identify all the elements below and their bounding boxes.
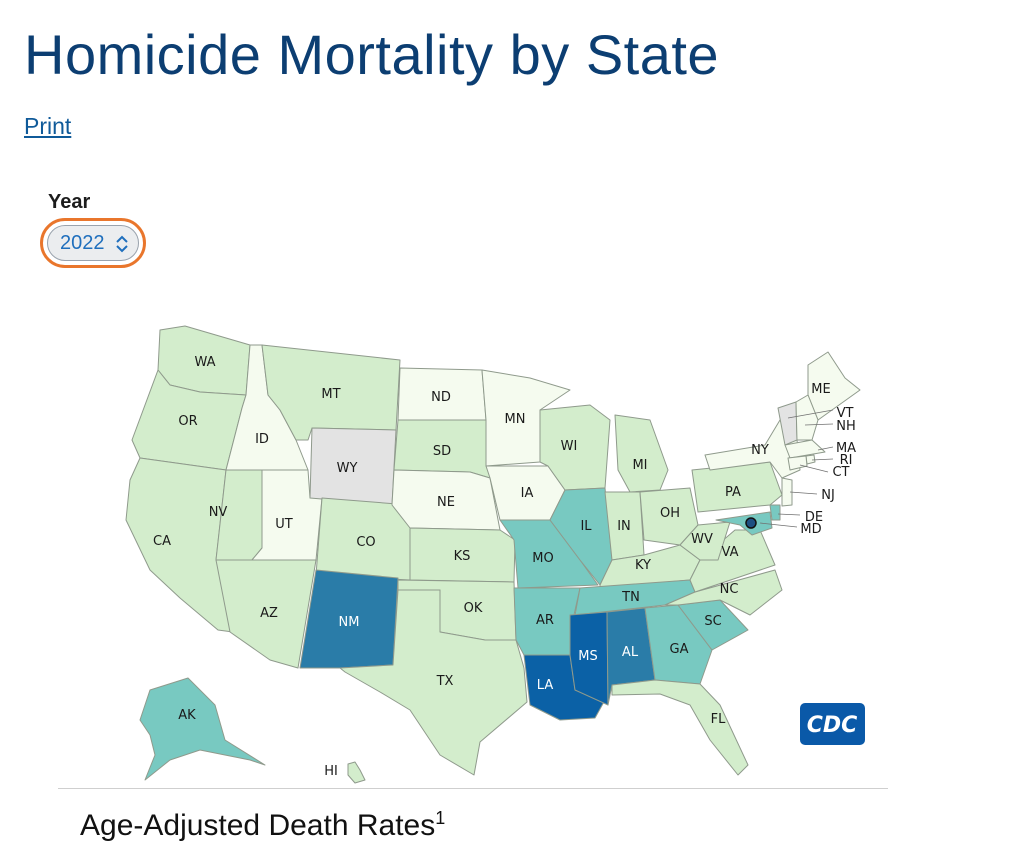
state-label-RI: RI (840, 453, 853, 468)
state-WV[interactable] (679, 521, 731, 561)
state-RI[interactable] (805, 454, 816, 465)
state-label-GA: GA (670, 642, 689, 657)
state-label-CT: CT (832, 465, 849, 480)
state-label-VT: VT (837, 406, 854, 421)
state-MA[interactable] (784, 439, 826, 459)
state-label-MS: MS (578, 649, 597, 664)
state-label-UT: UT (275, 517, 293, 532)
state-label-WA: WA (194, 355, 215, 370)
state-label-VA: VA (722, 545, 739, 560)
year-select-value: 2022 (60, 231, 105, 254)
state-label-NE: NE (437, 495, 455, 510)
state-label-PA: PA (725, 485, 741, 500)
state-label-KY: KY (635, 558, 651, 573)
state-AZ[interactable] (215, 559, 317, 669)
state-label-AK: AK (178, 708, 196, 723)
state-label-NM: NM (339, 615, 360, 630)
year-select-focus-ring (40, 218, 146, 268)
state-label-WI: WI (561, 439, 578, 454)
state-label-OH: OH (660, 506, 680, 521)
callout-leaders (759, 409, 834, 528)
state-label-NC: NC (720, 582, 739, 597)
state-label-OK: OK (464, 601, 483, 616)
state-label-SD: SD (433, 444, 451, 459)
state-label-FL: FL (711, 712, 726, 727)
state-label-MT: MT (321, 387, 340, 402)
state-label-TX: TX (436, 674, 454, 689)
page-title: Homicide Mortality by State (24, 23, 720, 86)
state-NC[interactable] (664, 569, 783, 616)
state-NJ[interactable] (781, 477, 793, 507)
state-label-AR: AR (536, 613, 554, 628)
state-label-CO: CO (356, 535, 375, 550)
state-label-TN: TN (621, 590, 640, 605)
state-label-MA: MA (836, 441, 856, 456)
state-HI[interactable] (347, 761, 366, 784)
divider (58, 788, 888, 789)
year-label: Year (48, 191, 91, 213)
dc-marker (745, 517, 757, 529)
state-AK[interactable] (139, 677, 266, 781)
state-DE[interactable] (769, 504, 781, 521)
chevron-up-down-icon (116, 235, 128, 253)
state-label-MO: MO (532, 551, 553, 566)
state-label-MD: MD (800, 522, 821, 537)
state-MI[interactable] (614, 414, 669, 493)
state-label-NH: NH (836, 419, 856, 434)
state-label-AL: AL (622, 645, 639, 660)
state-NH[interactable] (795, 394, 819, 441)
cdc-logo: CDC (800, 703, 865, 745)
state-label-NJ: NJ (821, 488, 835, 503)
year-select[interactable]: 2022 (47, 225, 139, 261)
state-MD[interactable] (715, 511, 773, 536)
state-label-AZ: AZ (260, 606, 278, 621)
state-label-KS: KS (454, 549, 471, 564)
state-label-NY: NY (751, 443, 769, 458)
footnote-marker[interactable]: 1 (435, 808, 446, 828)
state-label-ND: ND (431, 390, 451, 405)
section-heading: Age-Adjusted Death Rates1 (80, 808, 445, 843)
state-label-WV: WV (691, 532, 713, 547)
state-label-IL: IL (580, 519, 592, 534)
state-label-IA: IA (521, 486, 534, 501)
state-label-ME: ME (811, 382, 830, 397)
cdc-logo-text: CDC (807, 713, 858, 738)
state-label-WY: WY (337, 461, 358, 476)
state-MT[interactable] (261, 344, 401, 441)
state-label-ID: ID (255, 432, 269, 447)
print-link[interactable]: Print (24, 113, 72, 139)
state-NY[interactable] (704, 419, 801, 479)
state-UT[interactable] (251, 469, 323, 561)
state-label-SC: SC (704, 614, 721, 629)
state-label-IN: IN (617, 519, 631, 534)
state-label-MN: MN (505, 412, 526, 427)
state-label-MI: MI (632, 458, 647, 473)
state-label-DE: DE (805, 510, 823, 525)
state-TX[interactable] (339, 589, 528, 776)
section-heading-text: Age-Adjusted Death Rates (80, 809, 436, 842)
state-label-LA: LA (537, 678, 554, 693)
state-label-OR: OR (178, 414, 197, 429)
state-label-CA: CA (153, 534, 171, 549)
state-KS[interactable] (409, 527, 516, 583)
state-CT[interactable] (787, 455, 808, 471)
state-FL[interactable] (611, 679, 749, 776)
state-MS[interactable] (569, 611, 609, 706)
state-label-NV: NV (209, 505, 228, 520)
state-label-HI: HI (324, 764, 338, 779)
